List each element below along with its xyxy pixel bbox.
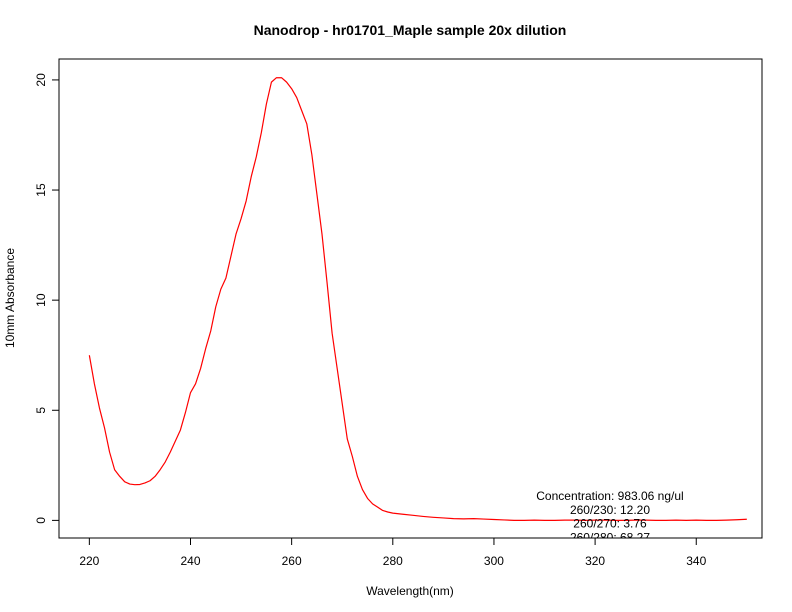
stats-annotation: Concentration: 983.06 ng/ul (536, 489, 683, 503)
stats-annotation: 260/230: 12.20 (570, 503, 650, 517)
x-axis: 220 240 260 280 300 320 340 (79, 537, 707, 568)
stats-annotation: 260/280: 68.27 (570, 530, 650, 544)
x-tick-label: 240 (180, 554, 200, 568)
chart-title: Nanodrop - hr01701_Maple sample 20x dilu… (254, 22, 567, 38)
x-tick-label: 300 (484, 554, 504, 568)
y-axis: 0 5 10 15 20 (34, 73, 59, 524)
x-tick-label: 280 (383, 554, 403, 568)
absorbance-series-line (88, 77, 747, 521)
y-tick-label: 10 (34, 293, 48, 307)
x-tick-label: 340 (686, 554, 706, 568)
x-tick-label: 320 (585, 554, 605, 568)
y-axis-label: 10mm Absorbance (3, 248, 17, 348)
y-tick-label: 15 (34, 183, 48, 197)
plot-frame (58, 58, 763, 539)
stats-annotation: 260/270: 3.76 (573, 517, 647, 531)
y-tick-label: 20 (34, 73, 48, 87)
y-tick-label: 0 (34, 517, 48, 524)
x-tick-label: 260 (282, 554, 302, 568)
x-tick-label: 220 (79, 554, 99, 568)
series-layer (88, 77, 747, 521)
x-axis-label: Wavelength(nm) (366, 584, 454, 598)
y-tick-label: 5 (34, 407, 48, 414)
